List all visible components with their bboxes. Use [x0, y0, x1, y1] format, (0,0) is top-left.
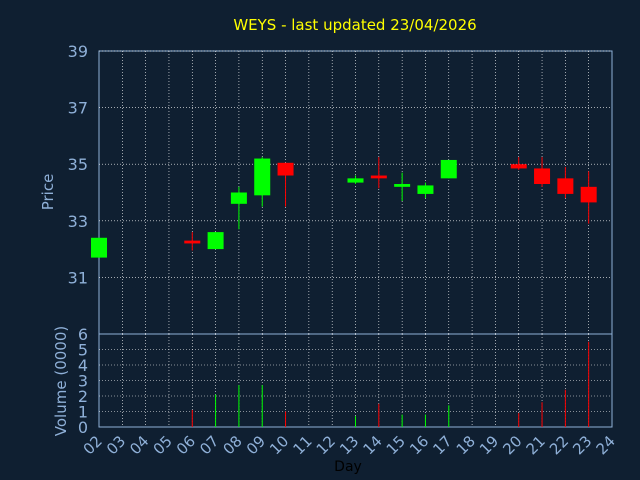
candle-body [347, 178, 364, 183]
x-tick-label: 13 [336, 432, 362, 458]
candle-body [557, 178, 574, 194]
chart-title: WEYS - last updated 23/04/2026 [233, 16, 476, 34]
x-axis-label: Day [334, 459, 362, 475]
volume-tick-label: 1 [78, 403, 88, 422]
x-tick-label: 22 [546, 432, 572, 458]
x-tick-label: 06 [173, 432, 199, 458]
volume-tick-label: 6 [78, 325, 88, 344]
x-tick-label: 23 [569, 432, 595, 458]
x-tick-label: 20 [499, 432, 525, 458]
x-tick-label: 03 [103, 432, 129, 458]
x-tick-label: 24 [593, 432, 619, 458]
x-tick-label: 21 [523, 432, 549, 458]
price-tick-label: 31 [68, 268, 88, 287]
x-tick-label: 09 [243, 432, 269, 458]
x-tick-label: 07 [196, 432, 222, 458]
x-tick-label: 18 [453, 432, 479, 458]
candle-body [440, 159, 457, 179]
candle-body [207, 232, 224, 250]
price-tick-label: 35 [68, 155, 88, 174]
candle-body [580, 186, 597, 203]
x-tick-label: 11 [289, 432, 315, 458]
x-tick-label: 05 [150, 432, 176, 458]
x-tick-label: 15 [383, 432, 409, 458]
x-tick-label: 10 [266, 432, 292, 458]
price-tick-label: 39 [68, 42, 88, 61]
volume-tick-label: 4 [78, 356, 88, 375]
x-tick-label: 17 [429, 432, 455, 458]
volume-bars [191, 341, 590, 427]
x-tick-label: 16 [406, 432, 432, 458]
volume-tick-label: 0 [78, 418, 88, 437]
candle-body [394, 184, 411, 187]
volume-tick-label: 2 [78, 387, 88, 406]
candle-body [91, 237, 107, 258]
price-tick-label: 37 [68, 99, 88, 118]
x-tick-label: 12 [313, 432, 339, 458]
price-axis-label: Price [39, 174, 57, 211]
x-tick-label: 14 [359, 432, 385, 458]
grid-lines [99, 50, 612, 427]
candle-body [184, 240, 201, 244]
volume-plot-area [98, 333, 613, 428]
candle-body [370, 175, 387, 179]
x-tick-label: 19 [476, 432, 502, 458]
candle-body [534, 168, 551, 185]
candle-body [417, 185, 434, 194]
candle-body [230, 192, 247, 204]
volume-axis-label: Volume (0000) [52, 326, 70, 436]
x-tick-label: 08 [220, 432, 246, 458]
volume-tick-label: 3 [78, 372, 88, 391]
volume-tick-label: 5 [78, 341, 88, 360]
price-candles [91, 157, 597, 258]
candle-body [277, 162, 294, 176]
x-tick-label: 04 [126, 432, 152, 458]
price-tick-label: 33 [68, 212, 88, 231]
candle-body [254, 158, 271, 196]
candle-body [510, 164, 527, 169]
